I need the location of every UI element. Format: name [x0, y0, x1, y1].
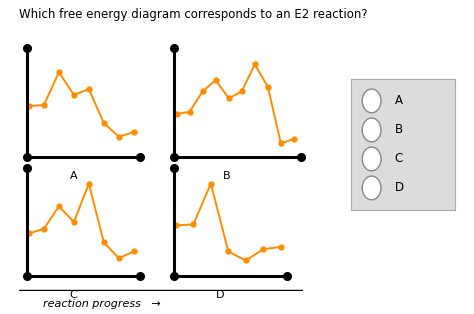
Text: C: C: [394, 152, 403, 165]
Circle shape: [362, 118, 381, 142]
Text: reaction progress   →: reaction progress →: [43, 299, 160, 309]
Text: A: A: [70, 171, 77, 181]
Circle shape: [362, 176, 381, 200]
Text: B: B: [394, 123, 403, 137]
Text: A: A: [394, 95, 402, 107]
Text: D: D: [394, 181, 404, 194]
Circle shape: [362, 89, 381, 113]
Text: B: B: [223, 171, 230, 181]
Text: D: D: [216, 290, 225, 300]
Circle shape: [362, 147, 381, 171]
Text: C: C: [70, 290, 77, 300]
Text: Which free energy diagram corresponds to an E2 reaction?: Which free energy diagram corresponds to…: [19, 8, 367, 21]
